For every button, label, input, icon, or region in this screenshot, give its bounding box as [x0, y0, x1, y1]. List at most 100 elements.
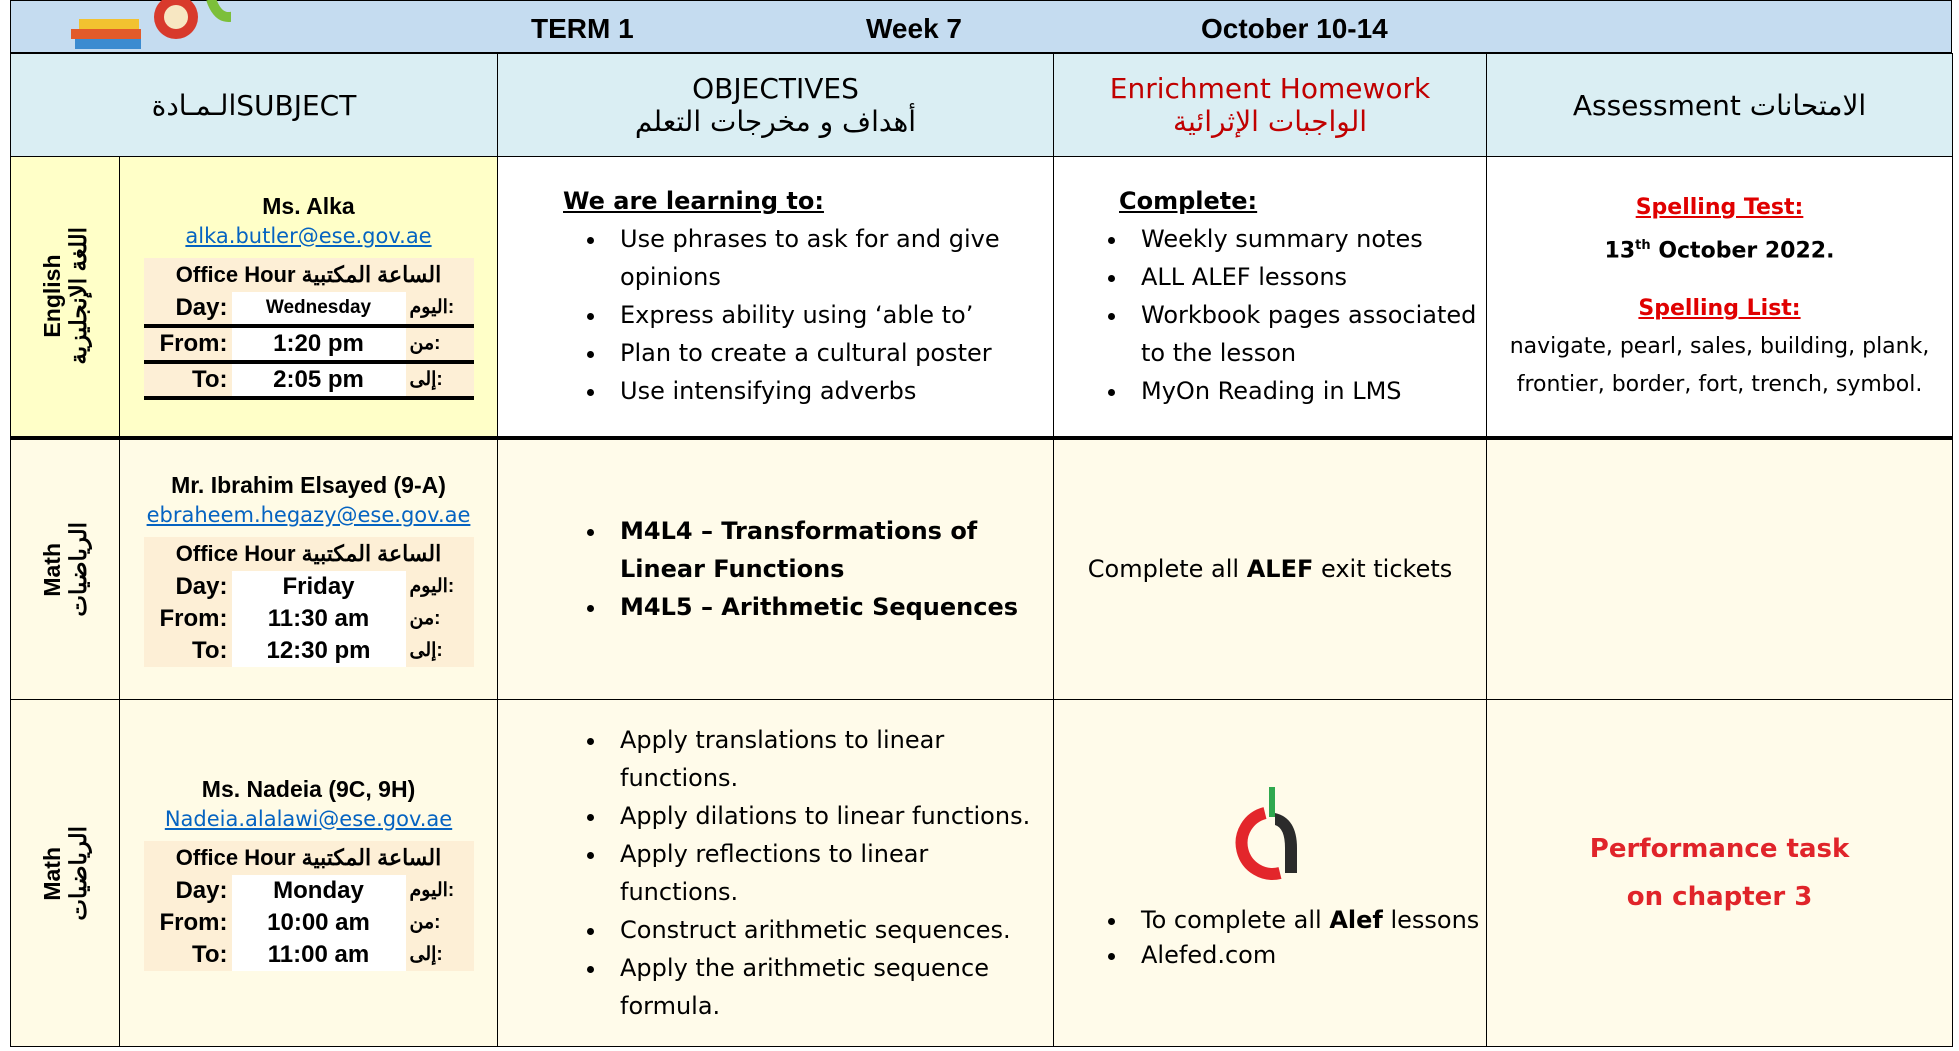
element: Math الرياضيات [39, 522, 91, 617]
office-hour-key-ar: إلى: [409, 944, 443, 965]
office-hour-key-ar: من: [409, 912, 441, 933]
office-hour-label: Office Hour [175, 261, 296, 287]
dates: October 10-14 [1201, 13, 1388, 44]
office-hour-key-ar: إلى: [405, 361, 474, 400]
teacher-email[interactable]: ebraheem.hegazy@ese.gov.ae [146, 502, 471, 527]
office-hour-row: Day: Wednesday اليوم: [143, 291, 474, 328]
teacher-name: Ms. Alka [262, 192, 355, 219]
office-hour-key-ar: اليوم: [409, 880, 455, 901]
office-hour-row: To: 11:00 am إلى: [144, 938, 474, 971]
element [1269, 787, 1276, 817]
list-item: Use intensifying adverbs [608, 372, 1053, 410]
element [206, 0, 231, 22]
office-hour-value: 11:00 am [231, 938, 406, 971]
subject-cell: English اللغة الإنجليزية [10, 156, 120, 440]
office-hour-key-ar: اليوم: [409, 576, 455, 598]
homework-title: Enrichment Homework [1109, 72, 1431, 105]
office-hour-title: Office Hour الساعة المكتبية [144, 537, 474, 571]
homework-cell: Complete: Weekly summary notesALL ALEF le… [1053, 156, 1488, 440]
list-item: Weekly summary notes [1129, 220, 1486, 258]
spelling-list: navigate, pearl, sales, building, plank,… [1509, 333, 1930, 397]
date-rest: October 2022. [1650, 237, 1835, 263]
office-hour-key: Day: [175, 876, 228, 904]
homework-list: Weekly summary notesALL ALEF lessonsWork… [1054, 220, 1486, 410]
list-label: Spelling List: [1638, 295, 1801, 321]
homework-bold: ALEF [1246, 555, 1314, 584]
header-band: TERM 1 Week 7 October 10-14 [10, 0, 1952, 53]
date-suffix: th [1635, 237, 1651, 253]
subject: Math [39, 542, 65, 597]
subject-ar: الرياضيات [65, 825, 91, 921]
objectives-title-ar: أهداف و مخرجات التعلم [634, 105, 917, 138]
element: English اللغة الإنجليزية [39, 227, 91, 365]
column-header-row: الـمـادةSUBJECT OBJECTIVES أهداف و مخرجات… [9, 53, 1954, 157]
element: Alef [1329, 906, 1383, 934]
list-item: Apply dilations to linear functions. [608, 797, 1053, 835]
subject-cell: Math الرياضيات [10, 437, 120, 700]
objectives-list: M4L4 – Transformations of Linear Functio… [498, 512, 1053, 626]
objectives-heading: We are learning to: [563, 187, 824, 216]
element [1487, 270, 1952, 290]
office-hour-row: From: 1:20 pm من: [143, 325, 474, 364]
office-hour-label-ar: الساعة المكتبية [301, 261, 442, 287]
office-hour-box: Office Hour الساعة المكتبية Day: Wednesday… [143, 257, 474, 400]
office-hour-row: Day: Monday اليوم: [144, 874, 474, 907]
subject-ar: الرياضيات [65, 521, 91, 617]
subject-ar: اللغة الإنجليزية [65, 227, 91, 366]
list-item: ALL ALEF lessons [1129, 258, 1486, 296]
office-hour-key: From: [159, 908, 228, 936]
office-hour-key: Day: [143, 291, 232, 328]
teacher-email[interactable]: Nadeia.alalawi@ese.gov.ae [164, 806, 453, 831]
office-hour-value: 2:05 pm [231, 361, 406, 400]
math-row-2: Math الرياضيات Ms. Nadeia (9C, 9H) Nadeia.… [10, 699, 1954, 1047]
objectives-cell: Apply translations to linear functions.A… [497, 699, 1055, 1047]
office-hour-row: To: 2:05 pm إلى: [143, 361, 474, 400]
office-hour-value: Friday [231, 570, 406, 603]
office-hour-value: 12:30 pm [231, 634, 406, 667]
office-hour-box: Office Hour الساعة المكتبية Day: Friday الي… [143, 536, 474, 667]
office-hour-key: From: [143, 325, 232, 364]
assessment-cell: Performance task on chapter 3 [1486, 699, 1954, 1047]
element [164, 5, 188, 29]
office-hour-key-ar: اليوم: [405, 291, 474, 328]
office-hour-key: To: [143, 361, 232, 400]
office-hour-title: Office Hour الساعة المكتبية [144, 841, 474, 875]
books-icon [71, 0, 231, 49]
homework-item: To complete all Alef lessons [1129, 903, 1486, 938]
homework-item: Alefed.com [1129, 938, 1486, 973]
office-hour-key: Day: [175, 572, 228, 600]
objectives-title: OBJECTIVES [692, 72, 859, 105]
assessment-title: Assessment الامتحانات [1572, 88, 1867, 122]
office-hour-key-ar: إلى: [409, 640, 443, 662]
assessment-line: Performance task [1589, 834, 1850, 864]
objectives-cell: We are learning to: Use phrases to ask fo… [497, 156, 1055, 440]
list-item: Use phrases to ask for and give opinions [608, 220, 1053, 296]
office-hour-label-ar: الساعة المكتبية [301, 844, 442, 870]
teacher-cell: Mr. Ibrahim Elsayed (9-A) ebraheem.hegazy… [118, 437, 499, 700]
office-hour-label: Office Hour [175, 540, 296, 566]
office-hour-value: 11:30 am [231, 602, 406, 635]
assessment-cell: Spelling Test: 13th October 2022. Spelli… [1486, 156, 1954, 440]
element: To complete all [1141, 906, 1330, 934]
date-day: 13 [1604, 237, 1636, 263]
test-label: Spelling Test: [1635, 194, 1804, 220]
week: Week 7 [866, 13, 962, 44]
homework-header: Enrichment Homework الواجبات الإثرائية [1053, 53, 1488, 157]
office-hour-key: From: [159, 604, 228, 632]
element: To complete all Alef lessons Alefed.com [1054, 903, 1486, 973]
teacher-email[interactable]: alka.butler@ese.gov.ae [185, 223, 432, 248]
element: lessons [1382, 906, 1480, 934]
list-item: Apply reflections to linear functions. [608, 835, 1053, 911]
homework-title-ar: الواجبات الإثرائية [1172, 105, 1368, 138]
office-hour-label: Office Hour [175, 844, 296, 870]
office-hour-title: Office Hour الساعة المكتبية [144, 258, 474, 292]
english-row: English اللغة الإنجليزية Ms. Alka alka.but… [10, 156, 1954, 440]
list-item: Construct arithmetic sequences. [608, 911, 1053, 949]
homework-heading: Complete: [1119, 187, 1258, 216]
element [1275, 813, 1298, 873]
element: Math الرياضيات [39, 826, 91, 921]
homework-cell: Complete all ALEF exit tickets [1053, 437, 1488, 700]
element [75, 39, 141, 49]
